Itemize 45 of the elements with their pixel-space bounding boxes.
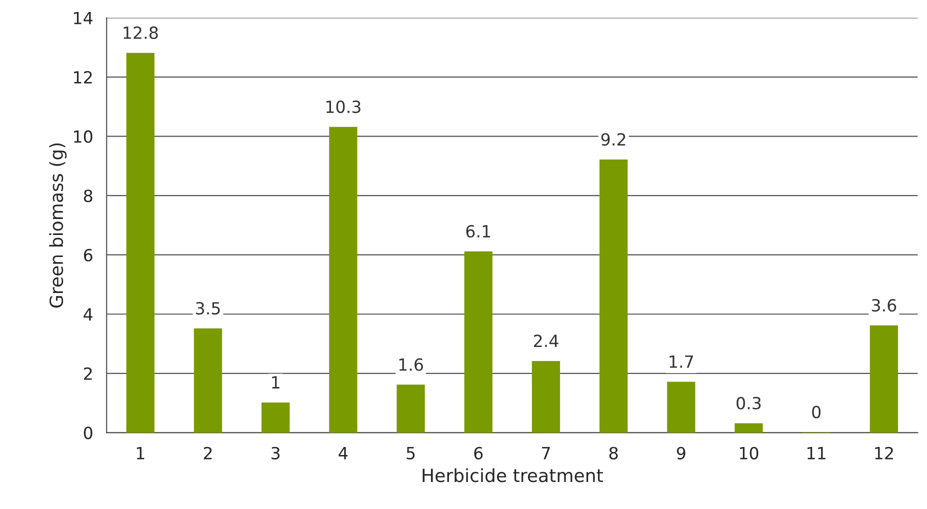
bar xyxy=(396,384,425,433)
x-tick-label: 7 xyxy=(542,447,550,460)
x-tick-label: 9 xyxy=(676,446,686,460)
x-tick-label: 1 xyxy=(136,447,144,460)
y-tick-label: 0 xyxy=(84,426,92,440)
y-tick-label: 6 xyxy=(84,248,92,262)
bar xyxy=(667,382,696,433)
bar xyxy=(734,423,763,433)
data-label: 0.3 xyxy=(736,396,761,410)
data-label: 1 xyxy=(272,376,280,388)
data-label: 3.5 xyxy=(196,302,220,315)
data-label: 0 xyxy=(812,406,821,418)
x-tick-label: 12 xyxy=(875,446,893,460)
y-tick-label: 2 xyxy=(84,367,92,380)
y-tick-label: 12 xyxy=(74,71,92,84)
x-tick-label: 3 xyxy=(272,446,280,460)
x-tick-label: 2 xyxy=(204,446,212,460)
bar xyxy=(262,402,290,433)
data-label: 2.4 xyxy=(534,334,558,347)
y-tick-label: 4 xyxy=(84,308,92,320)
data-label: 1.7 xyxy=(670,356,693,368)
data-label: 6.1 xyxy=(466,224,490,238)
bar xyxy=(532,360,560,433)
x-tick-label: 10 xyxy=(740,446,758,460)
x-tick-label: 5 xyxy=(406,447,415,460)
x-tick-label: 6 xyxy=(474,446,483,460)
x-tick-label: 4 xyxy=(338,447,348,460)
data-label: 10.3 xyxy=(326,100,360,114)
bar xyxy=(870,325,898,433)
x-axis-title: Herbicide treatment xyxy=(422,468,603,482)
y-tick-label: 10 xyxy=(74,130,92,143)
data-label: 12.8 xyxy=(124,26,158,40)
x-tick-label: 8 xyxy=(609,446,618,460)
bar xyxy=(194,328,222,433)
y-tick-label: 14 xyxy=(74,12,92,24)
y-axis-title: Green biomass (g) xyxy=(49,143,67,308)
bar xyxy=(329,126,358,433)
data-label: 9.2 xyxy=(601,133,626,146)
x-tick-label: 11 xyxy=(808,447,826,460)
bar xyxy=(464,251,492,433)
bar xyxy=(599,159,628,433)
y-tick-label: 8 xyxy=(84,190,92,202)
bar xyxy=(126,52,154,433)
data-label: 1.6 xyxy=(399,358,423,371)
data-label: 3.6 xyxy=(872,299,896,312)
